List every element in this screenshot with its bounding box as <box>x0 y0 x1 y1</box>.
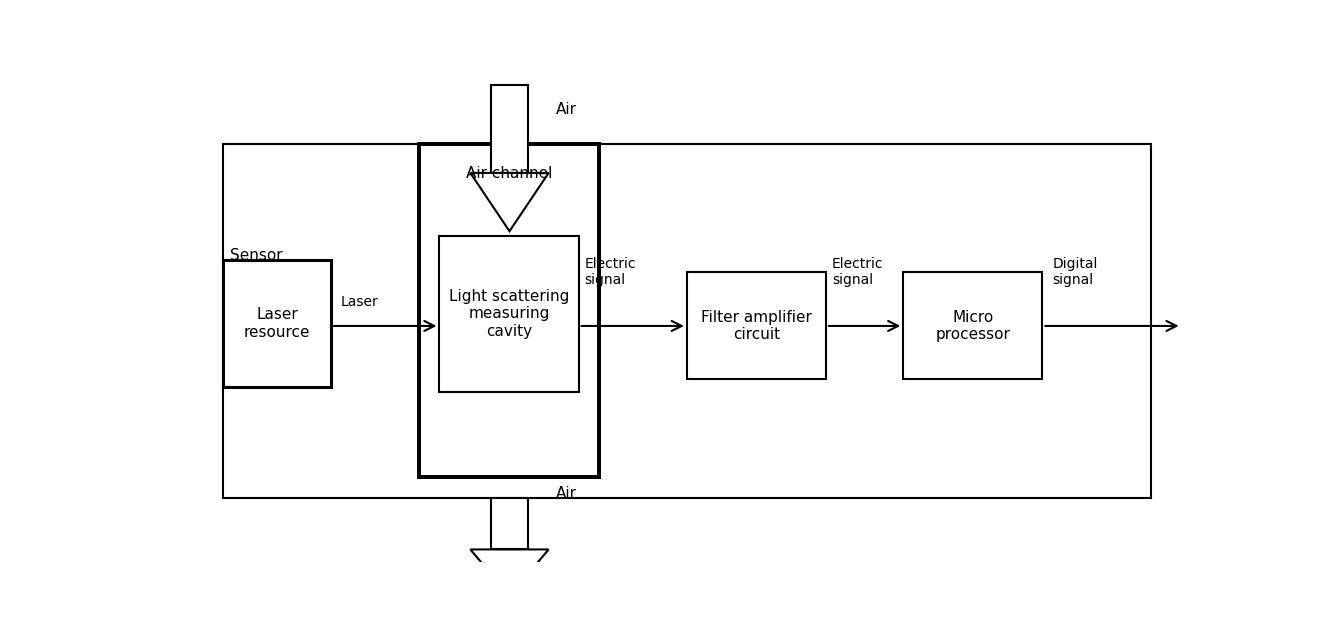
Text: Air: Air <box>556 486 577 501</box>
Text: Electric
signal: Electric signal <box>585 257 636 287</box>
Text: Electric
signal: Electric signal <box>833 257 883 287</box>
Text: Micro
processor: Micro processor <box>935 310 1011 342</box>
Polygon shape <box>471 173 549 231</box>
Bar <box>491 85 528 173</box>
Text: Air channel: Air channel <box>465 165 552 180</box>
Bar <box>491 498 528 550</box>
Bar <box>223 261 331 387</box>
Bar <box>419 144 598 476</box>
Text: Filter amplifier
circuit: Filter amplifier circuit <box>701 310 811 342</box>
Text: Sensor: Sensor <box>230 248 283 263</box>
Bar <box>223 144 1150 498</box>
Text: Digital
signal: Digital signal <box>1053 257 1099 287</box>
Text: Laser
resource: Laser resource <box>243 307 310 339</box>
Polygon shape <box>471 550 549 596</box>
Bar <box>686 273 826 379</box>
Text: Light scattering
measuring
cavity: Light scattering measuring cavity <box>448 289 569 339</box>
Bar <box>439 236 579 391</box>
Text: Laser: Laser <box>340 295 378 309</box>
Bar <box>903 273 1043 379</box>
Text: Air: Air <box>556 102 577 117</box>
